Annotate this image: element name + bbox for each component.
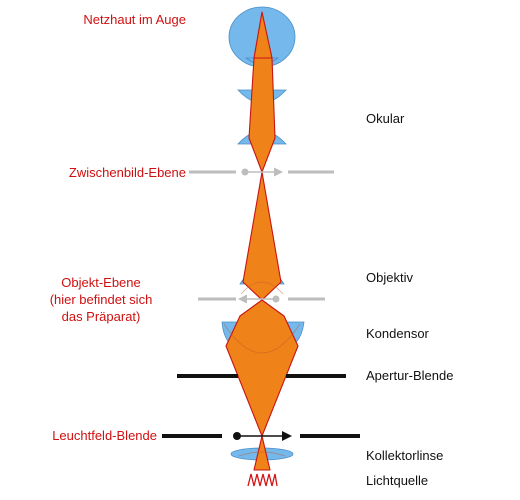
label-object-plane-note-2: das Präparat): [62, 309, 141, 324]
beam-eyepiece-segment: [248, 57, 276, 173]
label-eyepiece: Okular: [366, 111, 405, 126]
object-arrowhead: [238, 294, 247, 304]
intermediate-image-arrowhead: [274, 167, 283, 177]
light-beam: [225, 11, 299, 471]
label-collector-lens: Kollektorlinse: [366, 448, 443, 463]
label-field-diaphragm: Leuchtfeld-Blende: [52, 428, 157, 443]
light-source-filament: [247, 473, 278, 487]
label-object-plane: Objekt-Ebene: [61, 275, 141, 290]
label-objective: Objektiv: [366, 270, 413, 285]
object-plane: [198, 294, 325, 304]
intermediate-image-plane: [189, 167, 334, 177]
label-object-plane-note-1: (hier befindet sich: [50, 292, 153, 307]
beam-objective-segment: [242, 171, 282, 301]
label-condenser: Kondensor: [366, 326, 430, 341]
label-intermediate-image-plane: Zwischenbild-Ebene: [69, 165, 186, 180]
intermediate-image-dot: [241, 168, 249, 176]
lens-outlines: [223, 281, 301, 457]
beam-collector-segment: [253, 435, 271, 471]
field-diaphragm: [162, 431, 360, 441]
beam-condenser-segment: [225, 299, 299, 437]
label-light-source: Lichtquelle: [366, 473, 428, 488]
label-aperture-diaphragm: Apertur-Blende: [366, 368, 453, 383]
field-diaphragm-arrowhead: [282, 431, 292, 441]
label-retina: Netzhaut im Auge: [83, 12, 186, 27]
object-dot: [272, 295, 280, 303]
field-diaphragm-dot: [233, 432, 241, 440]
